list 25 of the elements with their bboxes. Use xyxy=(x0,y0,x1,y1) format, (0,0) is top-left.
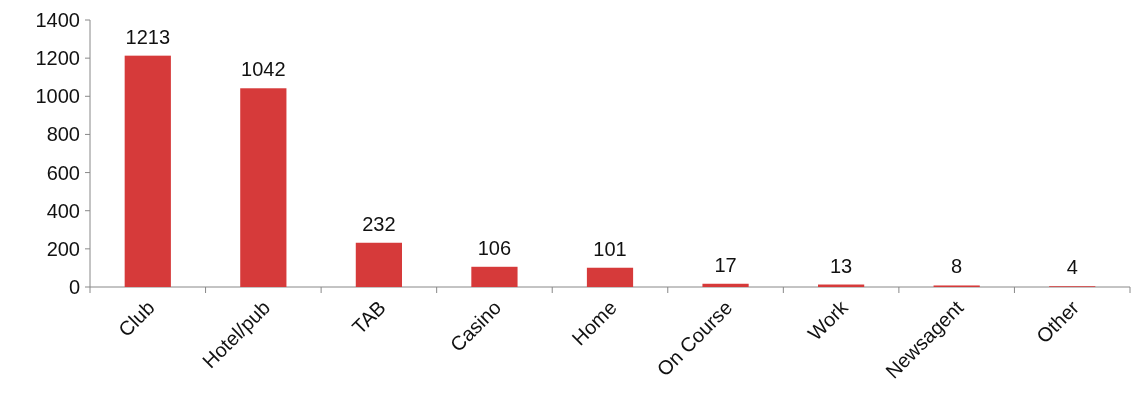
data-label: 8 xyxy=(951,255,963,278)
bar xyxy=(124,55,171,287)
y-tick-label: 1400 xyxy=(35,9,80,31)
data-label: 101 xyxy=(593,237,627,260)
y-tick-label: 600 xyxy=(46,161,80,184)
y-tick-label: 0 xyxy=(68,276,80,298)
y-tick-label: 200 xyxy=(46,237,80,260)
data-label: 1042 xyxy=(241,58,286,81)
x-tick-label: TAB xyxy=(347,296,390,339)
data-label: 13 xyxy=(829,254,853,277)
x-tick-label: Club xyxy=(113,296,159,341)
data-label: 106 xyxy=(477,236,512,259)
data-label: 1213 xyxy=(125,25,171,48)
data-label: 17 xyxy=(714,253,737,276)
y-tick-label: 1000 xyxy=(35,85,80,108)
data-label: 232 xyxy=(362,212,396,235)
bar xyxy=(471,266,518,287)
y-tick-label: 400 xyxy=(46,199,80,222)
y-tick-label: 1200 xyxy=(35,47,80,70)
data-label: 4 xyxy=(1066,256,1078,279)
bar xyxy=(355,242,402,287)
y-tick-label: 800 xyxy=(46,123,80,146)
bar xyxy=(240,88,287,287)
bar xyxy=(586,267,634,287)
bar xyxy=(702,283,749,287)
